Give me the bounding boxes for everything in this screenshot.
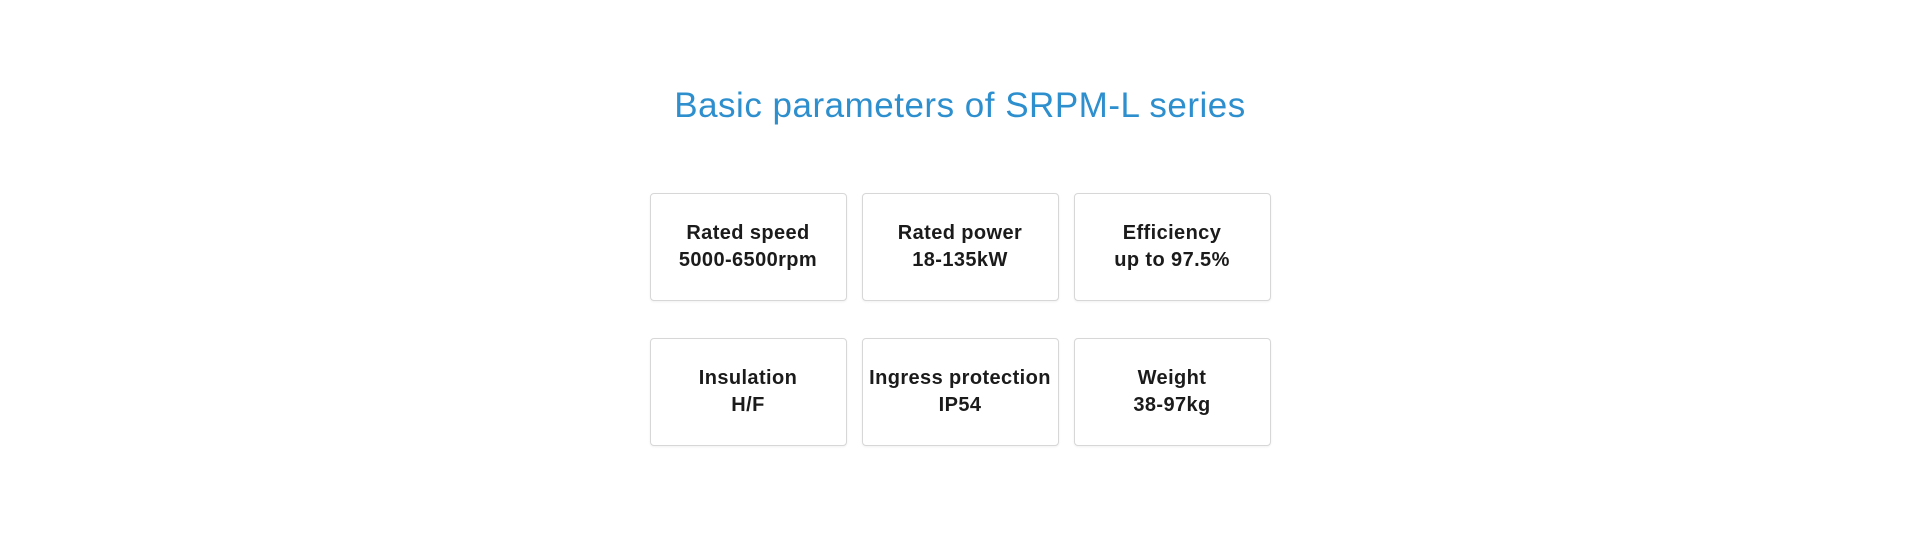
parameter-value: H/F <box>731 394 765 416</box>
parameter-value: up to 97.5% <box>1114 249 1230 271</box>
parameter-value: 38-97kg <box>1133 394 1211 416</box>
parameter-card-weight: Weight 38-97kg <box>1073 338 1271 446</box>
parameter-value: 5000-6500rpm <box>678 249 818 271</box>
parameter-label: Efficiency <box>1122 222 1222 244</box>
parameter-label: Ingress protection <box>869 367 1051 389</box>
page: Basic parameters of SRPM-L series Rated … <box>0 84 1920 537</box>
parameters-grid: Rated speed 5000-6500rpm Rated power 18-… <box>649 193 1271 446</box>
parameter-card-efficiency: Efficiency up to 97.5% <box>1073 193 1271 301</box>
parameter-value: IP54 <box>938 394 982 416</box>
parameter-label: Weight <box>1137 367 1207 389</box>
parameter-label: Rated speed <box>686 222 810 244</box>
parameter-label: Insulation <box>698 367 798 389</box>
parameter-value: 18-135kW <box>912 249 1008 271</box>
section-title: Basic parameters of SRPM-L series <box>674 86 1246 125</box>
parameter-card-rated-speed: Rated speed 5000-6500rpm <box>649 193 847 301</box>
parameter-card-ingress-protection: Ingress protection IP54 <box>861 338 1059 446</box>
parameter-card-insulation: Insulation H/F <box>649 338 847 446</box>
parameter-card-rated-power: Rated power 18-135kW <box>861 193 1059 301</box>
parameter-label: Rated power <box>897 222 1023 244</box>
